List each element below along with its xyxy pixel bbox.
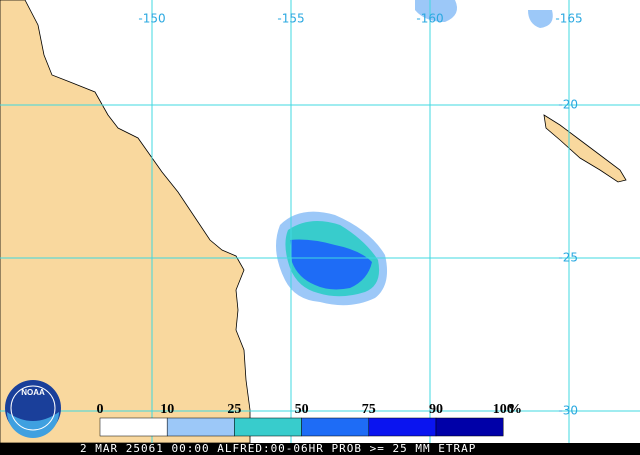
noaa-logo: NOAA [5,380,61,438]
legend-label: 100 [493,402,514,417]
prob-50 [290,239,372,290]
legend-label: 25 [227,402,241,417]
latitude-label: -20 [558,98,578,112]
legend-label: 75 [362,402,376,417]
longitude-label: -150 [138,12,165,26]
legend-swatch [166,417,235,437]
legend-swatch [234,417,302,437]
new-caledonia [543,114,627,183]
legend-label: 0 [97,402,104,417]
latitude-label: -25 [558,251,578,265]
legend-label: 10 [160,402,174,417]
longitude-label: -155 [277,12,304,26]
legend-label: 90 [429,402,443,417]
prob-10-north [415,0,458,22]
graticule: -150 -155 -160 -165 -20 -25 -30 [0,0,640,443]
australia-land [0,0,251,444]
longitude-label: -165 [555,12,582,26]
legend: 0 10 25 50 75 90 100% [97,402,522,437]
logo-ring [10,385,56,431]
legend-swatch [368,417,437,437]
legend-swatch [99,417,168,437]
footer-text: 2 MAR 25061 00:00 ALFRED:00-06HR PROB >=… [80,442,476,455]
logo-text: NOAA [21,388,45,397]
legend-swatch [435,417,504,437]
precip-area [276,0,553,306]
legend-label: 50 [295,402,309,417]
latitude-label: -30 [558,404,578,418]
legend-swatch [301,417,370,437]
footer-bar [0,443,640,455]
legend-unit: % [508,402,522,417]
longitude-label: -160 [416,12,443,26]
prob-10-northeast [528,10,553,28]
logo-wave [7,412,59,438]
